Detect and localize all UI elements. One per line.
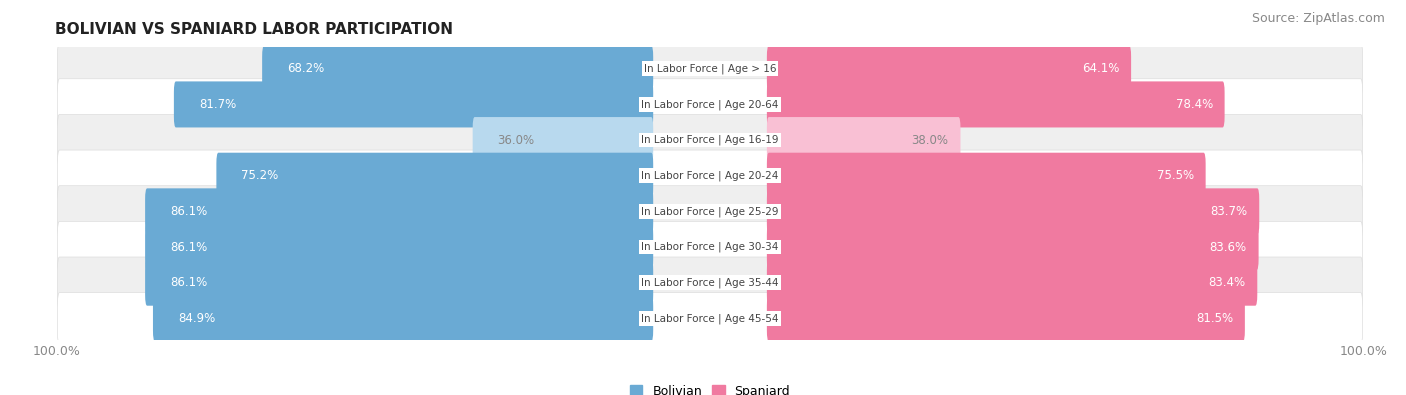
FancyBboxPatch shape <box>58 186 1362 237</box>
FancyBboxPatch shape <box>766 81 1225 128</box>
Text: 84.9%: 84.9% <box>177 312 215 325</box>
FancyBboxPatch shape <box>58 257 1362 308</box>
FancyBboxPatch shape <box>766 153 1205 199</box>
FancyBboxPatch shape <box>766 224 1258 270</box>
Text: In Labor Force | Age 20-24: In Labor Force | Age 20-24 <box>641 171 779 181</box>
FancyBboxPatch shape <box>145 224 654 270</box>
FancyBboxPatch shape <box>766 295 1244 341</box>
FancyBboxPatch shape <box>766 117 960 163</box>
FancyBboxPatch shape <box>766 260 1257 306</box>
Text: In Labor Force | Age 45-54: In Labor Force | Age 45-54 <box>641 313 779 324</box>
Text: In Labor Force | Age 16-19: In Labor Force | Age 16-19 <box>641 135 779 145</box>
Text: 86.1%: 86.1% <box>170 276 207 289</box>
Text: 36.0%: 36.0% <box>498 134 534 147</box>
Text: 75.5%: 75.5% <box>1157 169 1194 182</box>
Legend: Bolivian, Spaniard: Bolivian, Spaniard <box>630 385 790 395</box>
FancyBboxPatch shape <box>58 43 1362 94</box>
Text: 83.7%: 83.7% <box>1211 205 1247 218</box>
FancyBboxPatch shape <box>766 188 1260 234</box>
FancyBboxPatch shape <box>153 295 654 341</box>
Text: Source: ZipAtlas.com: Source: ZipAtlas.com <box>1251 12 1385 25</box>
Text: 75.2%: 75.2% <box>242 169 278 182</box>
FancyBboxPatch shape <box>58 115 1362 166</box>
Text: 81.7%: 81.7% <box>198 98 236 111</box>
FancyBboxPatch shape <box>766 46 1130 92</box>
FancyBboxPatch shape <box>174 81 654 128</box>
Text: 64.1%: 64.1% <box>1083 62 1119 75</box>
Text: 78.4%: 78.4% <box>1175 98 1213 111</box>
FancyBboxPatch shape <box>262 46 654 92</box>
Text: 83.6%: 83.6% <box>1209 241 1247 254</box>
FancyBboxPatch shape <box>217 153 654 199</box>
Text: In Labor Force | Age 20-64: In Labor Force | Age 20-64 <box>641 99 779 110</box>
Text: In Labor Force | Age 25-29: In Labor Force | Age 25-29 <box>641 206 779 216</box>
Text: BOLIVIAN VS SPANIARD LABOR PARTICIPATION: BOLIVIAN VS SPANIARD LABOR PARTICIPATION <box>55 21 453 36</box>
Text: In Labor Force | Age 35-44: In Labor Force | Age 35-44 <box>641 277 779 288</box>
FancyBboxPatch shape <box>145 260 654 306</box>
FancyBboxPatch shape <box>58 79 1362 130</box>
FancyBboxPatch shape <box>145 188 654 234</box>
Text: 68.2%: 68.2% <box>287 62 325 75</box>
Text: 86.1%: 86.1% <box>170 205 207 218</box>
Text: 81.5%: 81.5% <box>1197 312 1233 325</box>
Text: In Labor Force | Age > 16: In Labor Force | Age > 16 <box>644 64 776 74</box>
FancyBboxPatch shape <box>472 117 654 163</box>
FancyBboxPatch shape <box>58 150 1362 201</box>
FancyBboxPatch shape <box>58 221 1362 273</box>
Text: 38.0%: 38.0% <box>911 134 949 147</box>
Text: In Labor Force | Age 30-34: In Labor Force | Age 30-34 <box>641 242 779 252</box>
Text: 83.4%: 83.4% <box>1208 276 1246 289</box>
FancyBboxPatch shape <box>58 293 1362 344</box>
Text: 86.1%: 86.1% <box>170 241 207 254</box>
